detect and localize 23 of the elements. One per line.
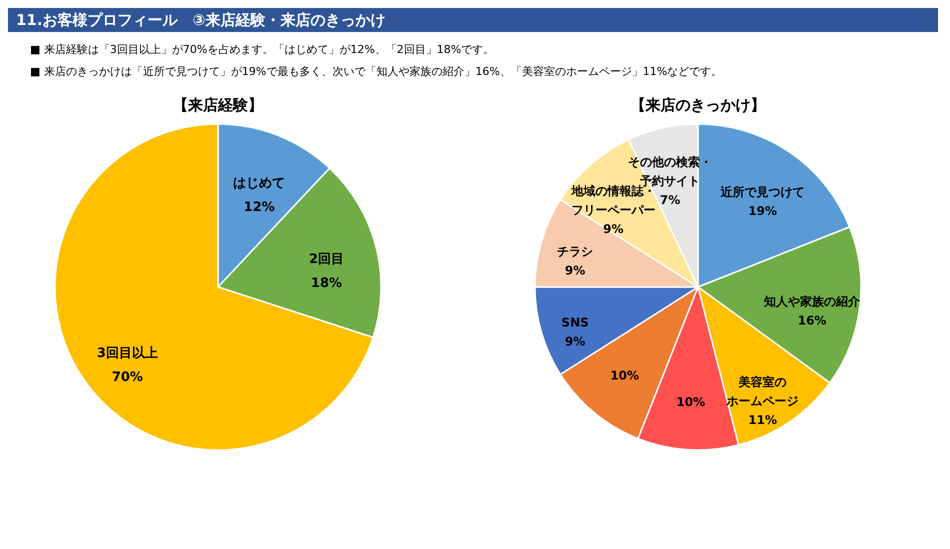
text: ■ 来店のきっかけは「近所で見つけて」が19%で最も多く、次いで「知人や家族の紹介」16%、「美容室のホームページ」11%などです。 bbox=[30, 65, 722, 78]
text: ■ 来店経験は「3回目以上」が70%を占めます。「はじめて」が12%、「2回目」18%です。 bbox=[30, 43, 494, 56]
chart-title: 【来店経験】 bbox=[173, 96, 263, 114]
slice-label: チラシ bbox=[557, 244, 594, 258]
slice-label: 2回目 bbox=[308, 252, 344, 268]
slice-label: 3回目以上 bbox=[96, 346, 158, 361]
data-label: 10% bbox=[676, 394, 706, 409]
data-label: 10% bbox=[610, 368, 640, 383]
slice-label: SNS bbox=[561, 316, 589, 330]
data-label: 9% bbox=[603, 222, 624, 236]
chart-title: 【来店のきっかけ】 bbox=[630, 96, 766, 114]
data-label: 7% bbox=[660, 193, 680, 208]
data-label: 19% bbox=[748, 204, 778, 218]
data-label: 70% bbox=[112, 370, 143, 385]
data-label: 11% bbox=[748, 413, 778, 428]
slice-label: はじめて bbox=[233, 176, 286, 191]
data-label: 12% bbox=[244, 200, 275, 215]
data-label: 9% bbox=[564, 263, 586, 278]
data-label: 18% bbox=[310, 276, 342, 292]
data-label: 16% bbox=[798, 313, 826, 328]
text: 11.お客様プロフィール ③来店経験・来店のきっかけ bbox=[16, 11, 386, 29]
data-label: 9% bbox=[564, 334, 586, 349]
slice-label: 近所で見つけて bbox=[720, 184, 805, 199]
